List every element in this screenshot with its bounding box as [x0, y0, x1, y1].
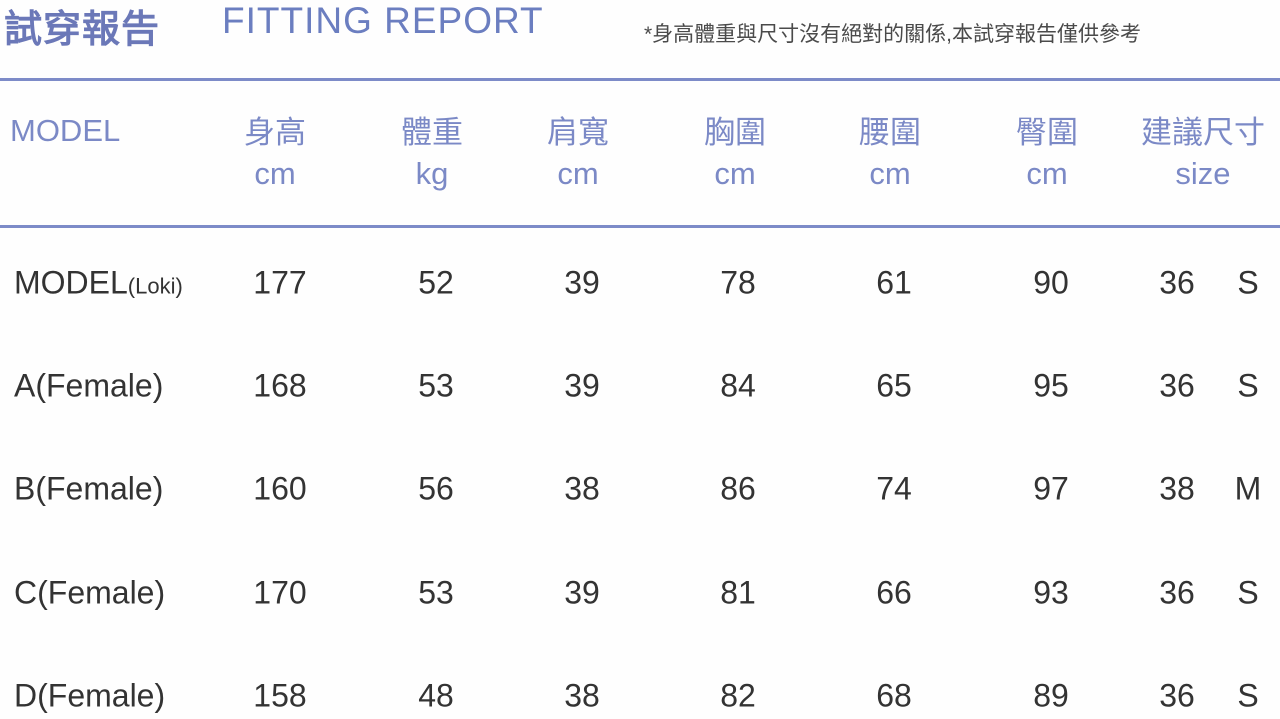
cell-shoulder: 38: [564, 470, 600, 507]
cell-size-num: 36: [1159, 677, 1195, 714]
cell-model: MODEL(Loki): [14, 265, 183, 302]
cell-weight: 56: [418, 470, 454, 507]
cell-model: D(Female): [14, 678, 165, 715]
cell-hip: 89: [1033, 677, 1069, 714]
cell-size-num: 38: [1159, 470, 1195, 507]
cell-height: 177: [253, 264, 307, 301]
cell-size-letter: S: [1237, 677, 1259, 714]
model-note: (Loki): [127, 273, 183, 299]
report-title-chinese: 試穿報告: [4, 9, 161, 51]
cell-height: 170: [253, 574, 307, 611]
cell-shoulder: 38: [564, 677, 600, 714]
header-divider: [0, 225, 1280, 228]
header-column: 肩寬 cm: [547, 112, 609, 194]
cell-height: 158: [253, 677, 307, 714]
header-column: 體重 kg: [401, 112, 463, 194]
model-name: B(Female): [14, 470, 164, 507]
cell-chest: 86: [720, 470, 756, 507]
cell-height: 160: [253, 470, 307, 507]
header-label: 臀圍: [1016, 115, 1078, 150]
header-column: 胸圍 cm: [704, 112, 766, 194]
header-label: 體重: [401, 115, 463, 150]
header-label: 身高: [244, 115, 306, 150]
header-column: 建議尺寸 size: [1141, 112, 1265, 194]
cell-size-num: 36: [1159, 367, 1195, 404]
cell-chest: 82: [720, 677, 756, 714]
cell-size-letter: M: [1234, 470, 1262, 507]
cell-weight: 53: [418, 574, 454, 611]
header-label: 胸圍: [704, 115, 766, 150]
model-name: C(Female): [14, 574, 166, 611]
header-unit: cm: [557, 156, 599, 191]
cell-size-letter: S: [1237, 264, 1259, 301]
cell-waist: 61: [876, 264, 912, 301]
cell-size-num: 36: [1159, 574, 1195, 611]
cell-model: C(Female): [14, 575, 165, 612]
header-unit: cm: [714, 156, 756, 191]
cell-chest: 78: [720, 264, 756, 301]
header-label: 腰圍: [859, 115, 921, 150]
header-model: MODEL: [10, 113, 121, 148]
cell-hip: 93: [1033, 574, 1069, 611]
cell-shoulder: 39: [564, 367, 600, 404]
cell-shoulder: 39: [564, 264, 600, 301]
cell-size-num: 36: [1159, 264, 1195, 301]
cell-shoulder: 39: [564, 574, 600, 611]
cell-size-letter: S: [1237, 574, 1259, 611]
cell-hip: 90: [1033, 264, 1069, 301]
cell-waist: 66: [876, 574, 912, 611]
top-divider: [0, 78, 1280, 81]
header-column: 臀圍 cm: [1016, 112, 1078, 194]
cell-waist: 68: [876, 677, 912, 714]
model-name: MODEL: [14, 264, 128, 301]
cell-hip: 97: [1033, 470, 1069, 507]
cell-waist: 74: [876, 470, 912, 507]
header-label: 建議尺寸: [1141, 115, 1265, 150]
cell-weight: 52: [418, 264, 454, 301]
header-unit: cm: [254, 156, 296, 191]
header-column: 身高 cm: [244, 112, 306, 194]
report-title-english: FITTING REPORT: [222, 0, 544, 41]
header-column: 腰圍 cm: [859, 112, 921, 194]
model-name: D(Female): [14, 677, 166, 714]
header-unit: kg: [415, 156, 449, 191]
cell-size-letter: S: [1237, 367, 1259, 404]
header-label: 肩寬: [547, 115, 609, 150]
cell-model: B(Female): [14, 471, 163, 508]
cell-chest: 81: [720, 574, 756, 611]
cell-hip: 95: [1033, 367, 1069, 404]
header-unit: cm: [869, 156, 911, 191]
header-unit: size: [1175, 156, 1231, 191]
cell-weight: 53: [418, 367, 454, 404]
cell-waist: 65: [876, 367, 912, 404]
cell-chest: 84: [720, 367, 756, 404]
header-unit: cm: [1026, 156, 1068, 191]
cell-height: 168: [253, 367, 307, 404]
disclaimer-note: *身高體重與尺寸沒有絕對的關係,本試穿報告僅供參考: [644, 23, 1142, 46]
cell-model: A(Female): [14, 368, 163, 405]
model-name: A(Female): [14, 367, 164, 404]
cell-weight: 48: [418, 677, 454, 714]
